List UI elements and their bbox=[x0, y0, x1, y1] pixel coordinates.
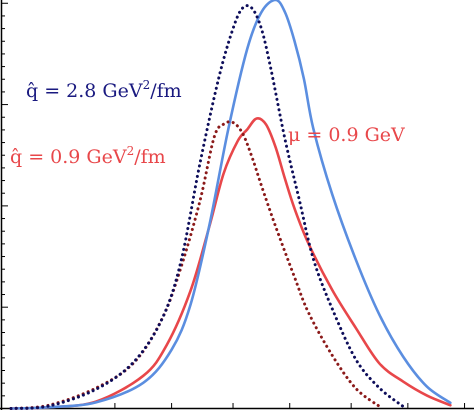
annotation-qhat-low: q̂ = 0.9 GeV2/fm bbox=[10, 144, 166, 168]
bottom-ticks bbox=[114, 403, 466, 409]
series-darkred-dotted bbox=[9, 120, 381, 410]
annotation-mu: μ = 0.9 GeV bbox=[288, 124, 405, 146]
left-ticks bbox=[1, 2, 8, 409]
series-layer bbox=[9, 0, 452, 410]
series-navy-dotted bbox=[9, 4, 405, 410]
series-blue-solid bbox=[9, 0, 452, 410]
annotation-qhat-high: q̂ = 2.8 GeV2/fm bbox=[26, 78, 182, 102]
series-red-solid bbox=[9, 117, 452, 410]
